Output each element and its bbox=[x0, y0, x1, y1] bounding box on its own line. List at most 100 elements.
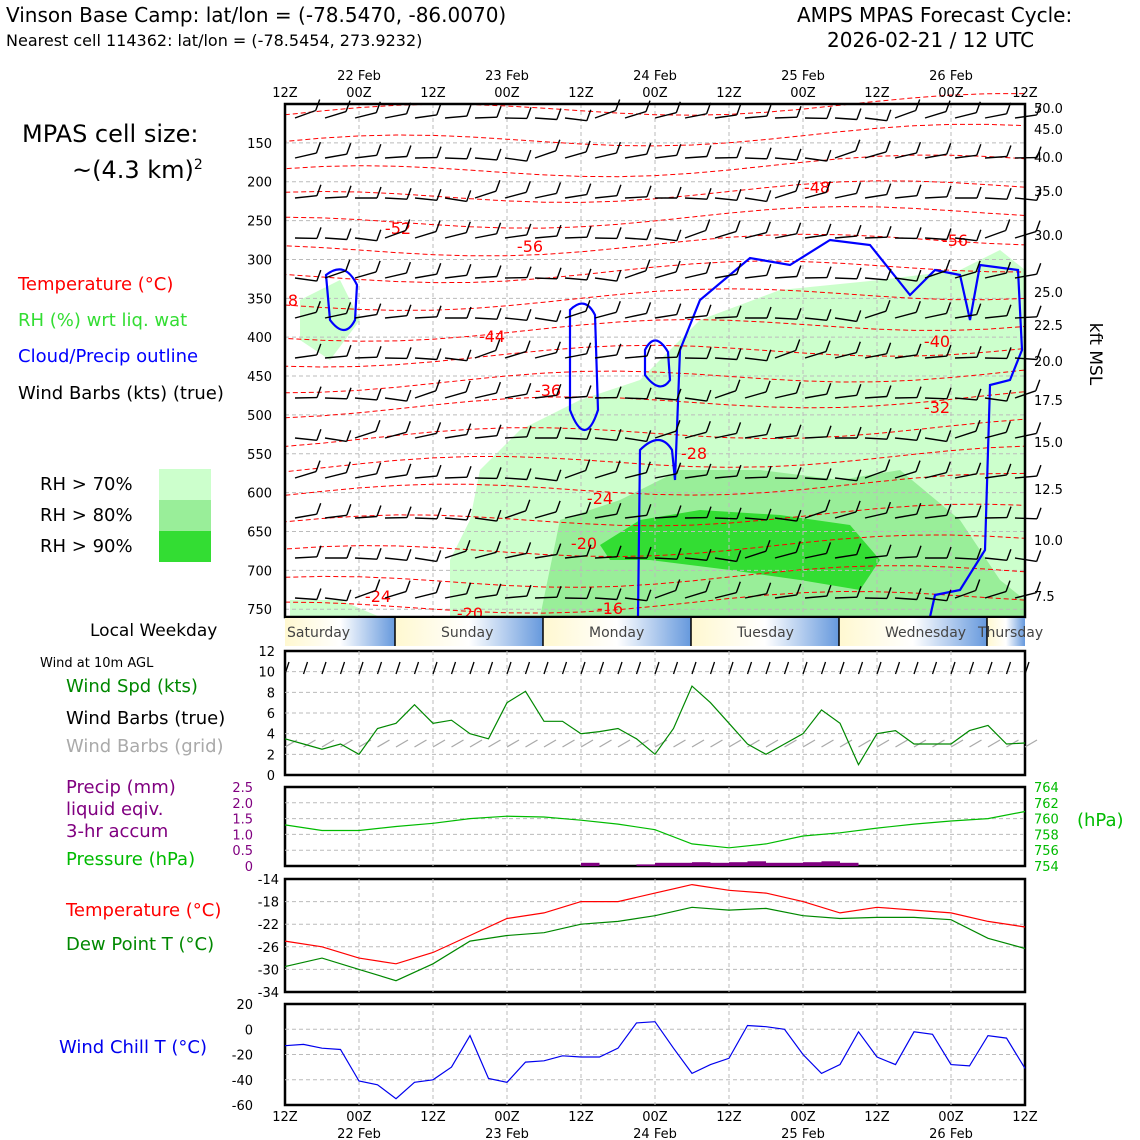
wind-barb-flag bbox=[345, 461, 351, 473]
wind-barb bbox=[894, 597, 917, 601]
wind-barb bbox=[954, 356, 978, 359]
wind-barb bbox=[384, 197, 408, 200]
wind-barb-flag bbox=[1006, 463, 1012, 476]
precip-bar bbox=[710, 862, 729, 866]
true-wind-barb bbox=[783, 661, 790, 675]
wind-barb-flag bbox=[436, 305, 442, 318]
bottom-time-tick: 12Z bbox=[420, 1110, 446, 1125]
wind-barb-flag bbox=[555, 139, 561, 152]
precip-y-tick: 0.5 bbox=[232, 844, 253, 859]
wind-barb-flag bbox=[405, 261, 412, 274]
wind-barb bbox=[864, 236, 888, 239]
wind-barb bbox=[684, 431, 707, 439]
wind-barb bbox=[354, 430, 377, 439]
legend-rh90-swatch bbox=[159, 531, 211, 562]
true-wind-barb bbox=[617, 661, 623, 675]
wind-barb bbox=[984, 590, 1007, 599]
temperature-contour bbox=[284, 318, 1026, 343]
wind-barb bbox=[294, 277, 317, 282]
precip-y-tick: 2.0 bbox=[232, 797, 253, 812]
wind-barb bbox=[714, 592, 737, 599]
wind-barb-flag bbox=[496, 148, 502, 161]
wind-barb-flag bbox=[886, 385, 892, 397]
wind-barb-flag bbox=[556, 267, 562, 280]
wind-barb bbox=[744, 476, 768, 479]
wind-barb bbox=[654, 154, 677, 159]
wind-barb bbox=[444, 476, 468, 479]
wind-barb bbox=[564, 555, 587, 559]
wind-barb-flag bbox=[616, 502, 622, 515]
temperature-contour bbox=[284, 534, 1026, 563]
wind-barb-flag bbox=[346, 387, 352, 400]
windchill-y-tick: -40 bbox=[232, 1074, 253, 1089]
wind-barb bbox=[474, 349, 496, 359]
wind-barb-flag bbox=[976, 388, 982, 401]
precip-bar bbox=[655, 862, 674, 866]
wind-barb-flag bbox=[736, 103, 742, 116]
wind-barb-flag bbox=[706, 506, 712, 518]
temp-y-tick: -18 bbox=[258, 896, 279, 911]
precip-bar bbox=[692, 862, 711, 866]
wind-barb-flag bbox=[465, 539, 471, 552]
rh70-region-left bbox=[290, 600, 380, 617]
wind-barb-flag bbox=[376, 345, 382, 358]
wind-barb-flag bbox=[525, 181, 531, 193]
wind-barb-flag bbox=[826, 425, 832, 438]
temperature-contour-label: -56 bbox=[517, 237, 543, 256]
wind-barb bbox=[504, 552, 527, 559]
wind-barb bbox=[294, 195, 317, 199]
wind-barb bbox=[534, 394, 557, 399]
wind-barb bbox=[774, 349, 796, 359]
wind-barb bbox=[834, 511, 857, 519]
wind-barb bbox=[954, 557, 978, 560]
wind-barb bbox=[774, 275, 797, 279]
wind-barb-flag bbox=[795, 541, 801, 553]
bottom-time-tick: 12Z bbox=[716, 1110, 742, 1125]
wind-barb-flag bbox=[976, 144, 982, 156]
wind-barb-flag bbox=[736, 305, 742, 318]
weekday-band bbox=[543, 618, 691, 646]
wind-barb-flag bbox=[316, 386, 322, 398]
legend-cloud: Cloud/Precip outline bbox=[18, 346, 199, 367]
wind-barb bbox=[684, 197, 708, 200]
kft-tick-label: 40.0 bbox=[1034, 151, 1063, 166]
wind-barb bbox=[504, 393, 527, 399]
wind-barb-flag bbox=[345, 100, 351, 112]
wind-barb bbox=[354, 589, 376, 599]
wind-barb bbox=[294, 470, 317, 479]
wind-barb-flag bbox=[346, 142, 352, 155]
wind-barb bbox=[294, 597, 317, 601]
station-title: Vinson Base Camp: lat/lon = (-78.5470, -… bbox=[6, 3, 507, 27]
temperature-contour bbox=[284, 565, 1026, 593]
wind-barb-flag bbox=[855, 182, 862, 194]
wind-barb bbox=[924, 597, 947, 602]
wind-barb bbox=[504, 595, 527, 599]
wind-barb bbox=[924, 514, 947, 519]
wind-barb-flag bbox=[406, 463, 412, 476]
wind-barb-flag bbox=[856, 384, 862, 396]
wind-barb-flag bbox=[856, 108, 862, 120]
bottom-time-tick: 12Z bbox=[864, 1110, 890, 1125]
top-date-label: 23 Feb bbox=[485, 69, 529, 84]
wind-barb-flag bbox=[976, 505, 982, 517]
wind-barb-flag bbox=[645, 461, 651, 473]
wind-barb bbox=[534, 117, 557, 121]
wind-barb-flag bbox=[376, 505, 382, 517]
wind-barb bbox=[414, 390, 437, 399]
wind-barb-flag bbox=[616, 545, 622, 558]
kft-tick-label: 7.5 bbox=[1034, 590, 1055, 605]
wind-barb-flag bbox=[856, 585, 862, 598]
bottom-date-label: 22 Feb bbox=[337, 1127, 381, 1140]
grid-wind-barb bbox=[858, 739, 871, 748]
wind-barb-flag bbox=[915, 301, 921, 313]
bottom-date-label: 24 Feb bbox=[633, 1127, 677, 1140]
wind-barb bbox=[414, 316, 438, 319]
wind-barb bbox=[804, 317, 827, 321]
wind-barb-flag bbox=[916, 184, 922, 196]
wind-barb bbox=[984, 315, 1007, 319]
bottom-date-label: 26 Feb bbox=[929, 1127, 973, 1140]
wind-barb-flag bbox=[436, 550, 442, 562]
wind-barb-flag bbox=[766, 423, 772, 435]
wind-barb-flag bbox=[1035, 220, 1041, 232]
temperature-contour-label: -56 bbox=[942, 231, 968, 250]
